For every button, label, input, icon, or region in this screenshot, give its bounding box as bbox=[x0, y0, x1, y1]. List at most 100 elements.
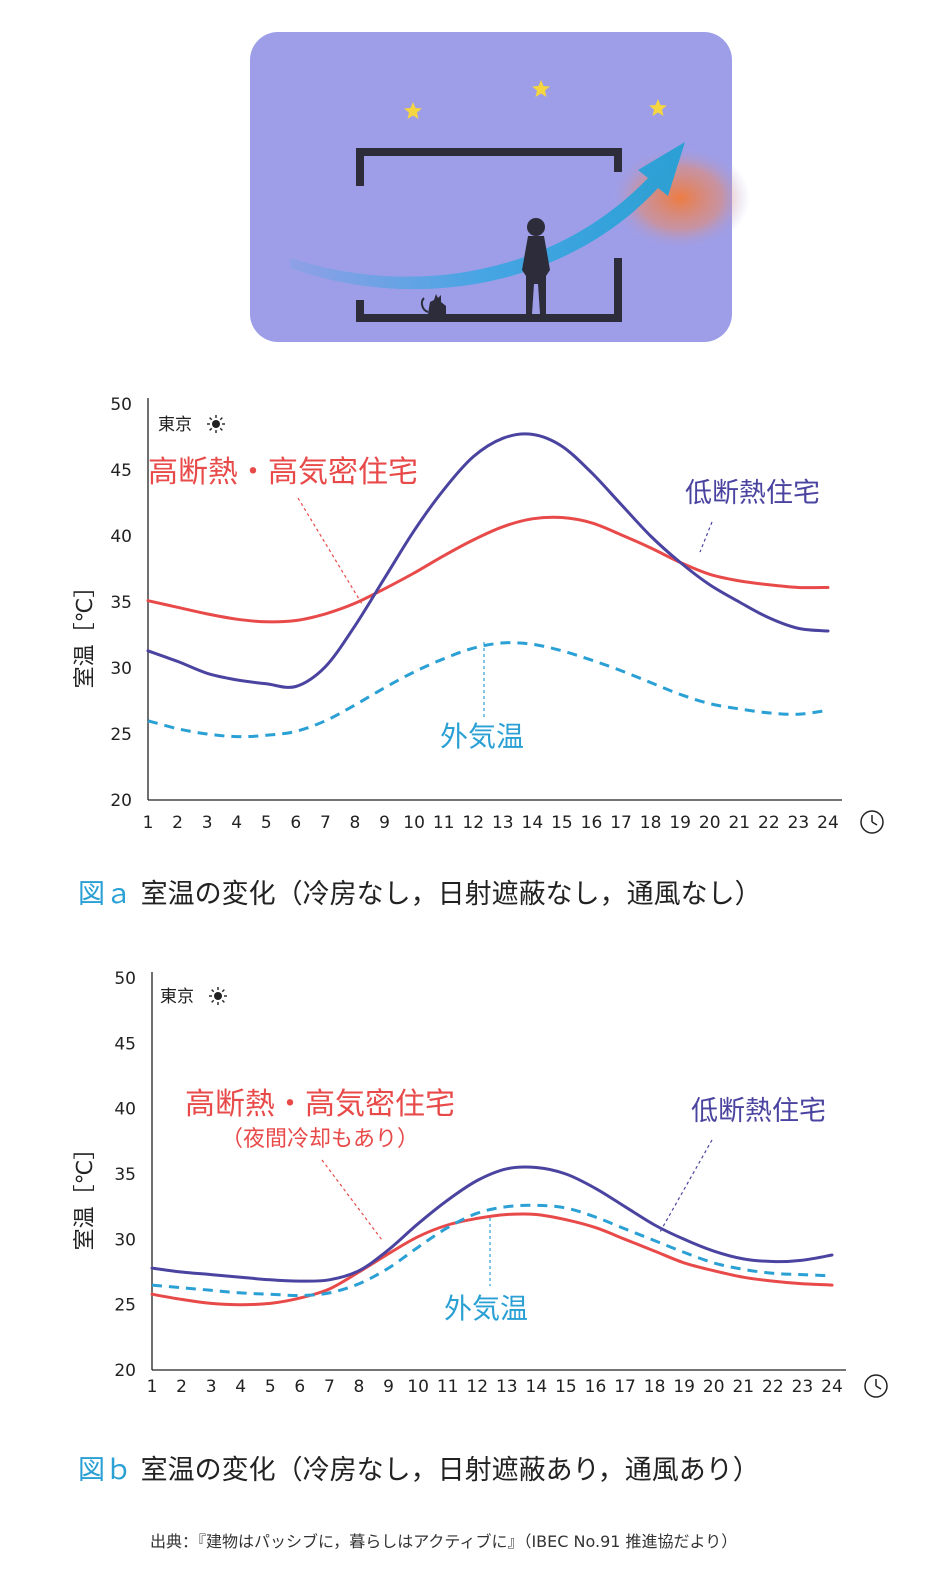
x-tick-label: 21 bbox=[732, 1377, 754, 1397]
annotation-low-insulation: 低断熱住宅 bbox=[685, 478, 820, 509]
leader-line-high bbox=[297, 497, 363, 605]
x-tick-label: 15 bbox=[551, 813, 573, 833]
x-tick-label: 10 bbox=[407, 1377, 429, 1397]
y-tick-label: 50 bbox=[110, 395, 132, 415]
x-tick-label: 4 bbox=[231, 813, 242, 833]
night-ventilation-illustration bbox=[250, 32, 750, 342]
clock-icon bbox=[864, 1374, 888, 1398]
figure-label-a: 図ａ bbox=[78, 879, 132, 910]
x-tick-label: 6 bbox=[294, 1377, 305, 1397]
y-tick-label: 35 bbox=[114, 1165, 136, 1185]
x-tick-label: 14 bbox=[522, 813, 544, 833]
x-tick-label: 20 bbox=[703, 1377, 725, 1397]
x-tick-label: 12 bbox=[466, 1377, 488, 1397]
y-tick-label: 25 bbox=[110, 725, 132, 745]
x-tick-label: 22 bbox=[762, 1377, 784, 1397]
y-tick-label: 30 bbox=[110, 659, 132, 679]
x-tick-label: 2 bbox=[172, 813, 183, 833]
x-tick-label: 5 bbox=[261, 813, 272, 833]
x-tick-label: 24 bbox=[817, 813, 839, 833]
x-tick-label: 1 bbox=[147, 1377, 158, 1397]
y-tick-label: 20 bbox=[110, 791, 132, 811]
y-tick-label: 35 bbox=[110, 593, 132, 613]
x-tick-label: 18 bbox=[640, 813, 662, 833]
illustration-background bbox=[250, 32, 732, 342]
series-low-insulation-line bbox=[146, 432, 830, 689]
y-tick-label: 40 bbox=[114, 1100, 136, 1120]
series-high-insulation-line bbox=[146, 515, 830, 624]
x-tick-label: 10 bbox=[403, 813, 425, 833]
x-tick-label: 16 bbox=[585, 1377, 607, 1397]
figure-caption-text-a: 室温の変化（冷房なし，日射遮蔽なし，通風なし） bbox=[140, 879, 762, 910]
annotation-outdoor-temp: 外気温 bbox=[440, 720, 524, 753]
x-tick-label: 8 bbox=[350, 813, 361, 833]
house-section bbox=[356, 148, 622, 322]
x-tick-label: 7 bbox=[320, 813, 331, 833]
x-tick-label: 17 bbox=[614, 1377, 636, 1397]
x-tick-label: 20 bbox=[699, 813, 721, 833]
location-label: 東京 bbox=[158, 415, 192, 435]
leader-line-low bbox=[659, 1139, 713, 1233]
x-tick-label: 11 bbox=[437, 1377, 459, 1397]
x-tick-label: 12 bbox=[462, 813, 484, 833]
leader-line-high bbox=[321, 1159, 383, 1241]
annotation-outdoor-temp: 外気温 bbox=[444, 1292, 528, 1325]
annotation-high-insulation: 高断熱・高気密住宅 bbox=[185, 1087, 455, 1122]
series-outdoor-temp-line bbox=[151, 1203, 833, 1298]
series-high-insulation-line bbox=[150, 1212, 834, 1307]
x-tick-label: 2 bbox=[176, 1377, 187, 1397]
y-tick-label: 50 bbox=[114, 969, 136, 989]
figure-caption-a: 図ａ 室温の変化（冷房なし，日射遮蔽なし，通風なし） bbox=[78, 872, 762, 911]
location-label: 東京 bbox=[160, 987, 194, 1007]
x-tick-label: 6 bbox=[290, 813, 301, 833]
sun-icon bbox=[209, 987, 227, 1005]
y-tick-label: 45 bbox=[110, 461, 132, 481]
x-tick-label: 21 bbox=[728, 813, 750, 833]
x-tick-label: 23 bbox=[788, 813, 810, 833]
y-tick-label: 20 bbox=[114, 1361, 136, 1381]
x-tick-label: 24 bbox=[821, 1377, 843, 1397]
y-tick-label: 25 bbox=[114, 1296, 136, 1316]
x-tick-label: 7 bbox=[324, 1377, 335, 1397]
x-tick-label: 17 bbox=[610, 813, 632, 833]
x-tick-label: 5 bbox=[265, 1377, 276, 1397]
x-tick-label: 3 bbox=[202, 813, 213, 833]
x-tick-label: 19 bbox=[673, 1377, 695, 1397]
x-tick-label: 3 bbox=[206, 1377, 217, 1397]
person-silhouette bbox=[522, 218, 550, 314]
clock-icon bbox=[860, 810, 884, 834]
y-tick-label: 30 bbox=[114, 1230, 136, 1250]
x-tick-label: 13 bbox=[492, 813, 514, 833]
x-tick-label: 23 bbox=[792, 1377, 814, 1397]
series-low-insulation-line bbox=[150, 1165, 834, 1283]
x-tick-label: 11 bbox=[433, 813, 455, 833]
x-tick-label: 8 bbox=[354, 1377, 365, 1397]
x-tick-label: 4 bbox=[235, 1377, 246, 1397]
star-icon bbox=[404, 80, 667, 119]
sun-icon bbox=[207, 415, 225, 433]
x-tick-label: 9 bbox=[379, 813, 390, 833]
x-tick-label: 16 bbox=[581, 813, 603, 833]
leader-line-low bbox=[699, 521, 713, 553]
source-citation: 出典：『建物はパッシブに，暮らしはアクティブに』（IBEC No.91 推進協だ… bbox=[150, 1532, 738, 1551]
x-tick-label: 19 bbox=[669, 813, 691, 833]
x-tick-label: 18 bbox=[644, 1377, 666, 1397]
annotation-low-insulation: 低断熱住宅 bbox=[691, 1096, 826, 1127]
x-tick-label: 15 bbox=[555, 1377, 577, 1397]
x-tick-label: 9 bbox=[383, 1377, 394, 1397]
airflow-arrow bbox=[290, 142, 685, 290]
y-axis-label: 室温［℃］ bbox=[73, 576, 98, 689]
x-tick-label: 22 bbox=[758, 813, 780, 833]
x-tick-label: 14 bbox=[526, 1377, 548, 1397]
annotation-high-insulation-sub: （夜間冷却もあり） bbox=[221, 1127, 419, 1152]
x-tick-label: 13 bbox=[496, 1377, 518, 1397]
annotation-high-insulation: 高断熱・高気密住宅 bbox=[148, 455, 418, 490]
x-tick-label: 1 bbox=[143, 813, 154, 833]
cat-silhouette bbox=[420, 294, 446, 314]
figure-caption-text-b: 室温の変化（冷房なし，日射遮蔽あり，通風あり） bbox=[140, 1455, 760, 1486]
figure-caption-b: 図ｂ 室温の変化（冷房なし，日射遮蔽あり，通風あり） bbox=[78, 1448, 760, 1487]
y-axis-label: 室温［℃］ bbox=[73, 1138, 98, 1251]
y-tick-label: 45 bbox=[114, 1034, 136, 1054]
